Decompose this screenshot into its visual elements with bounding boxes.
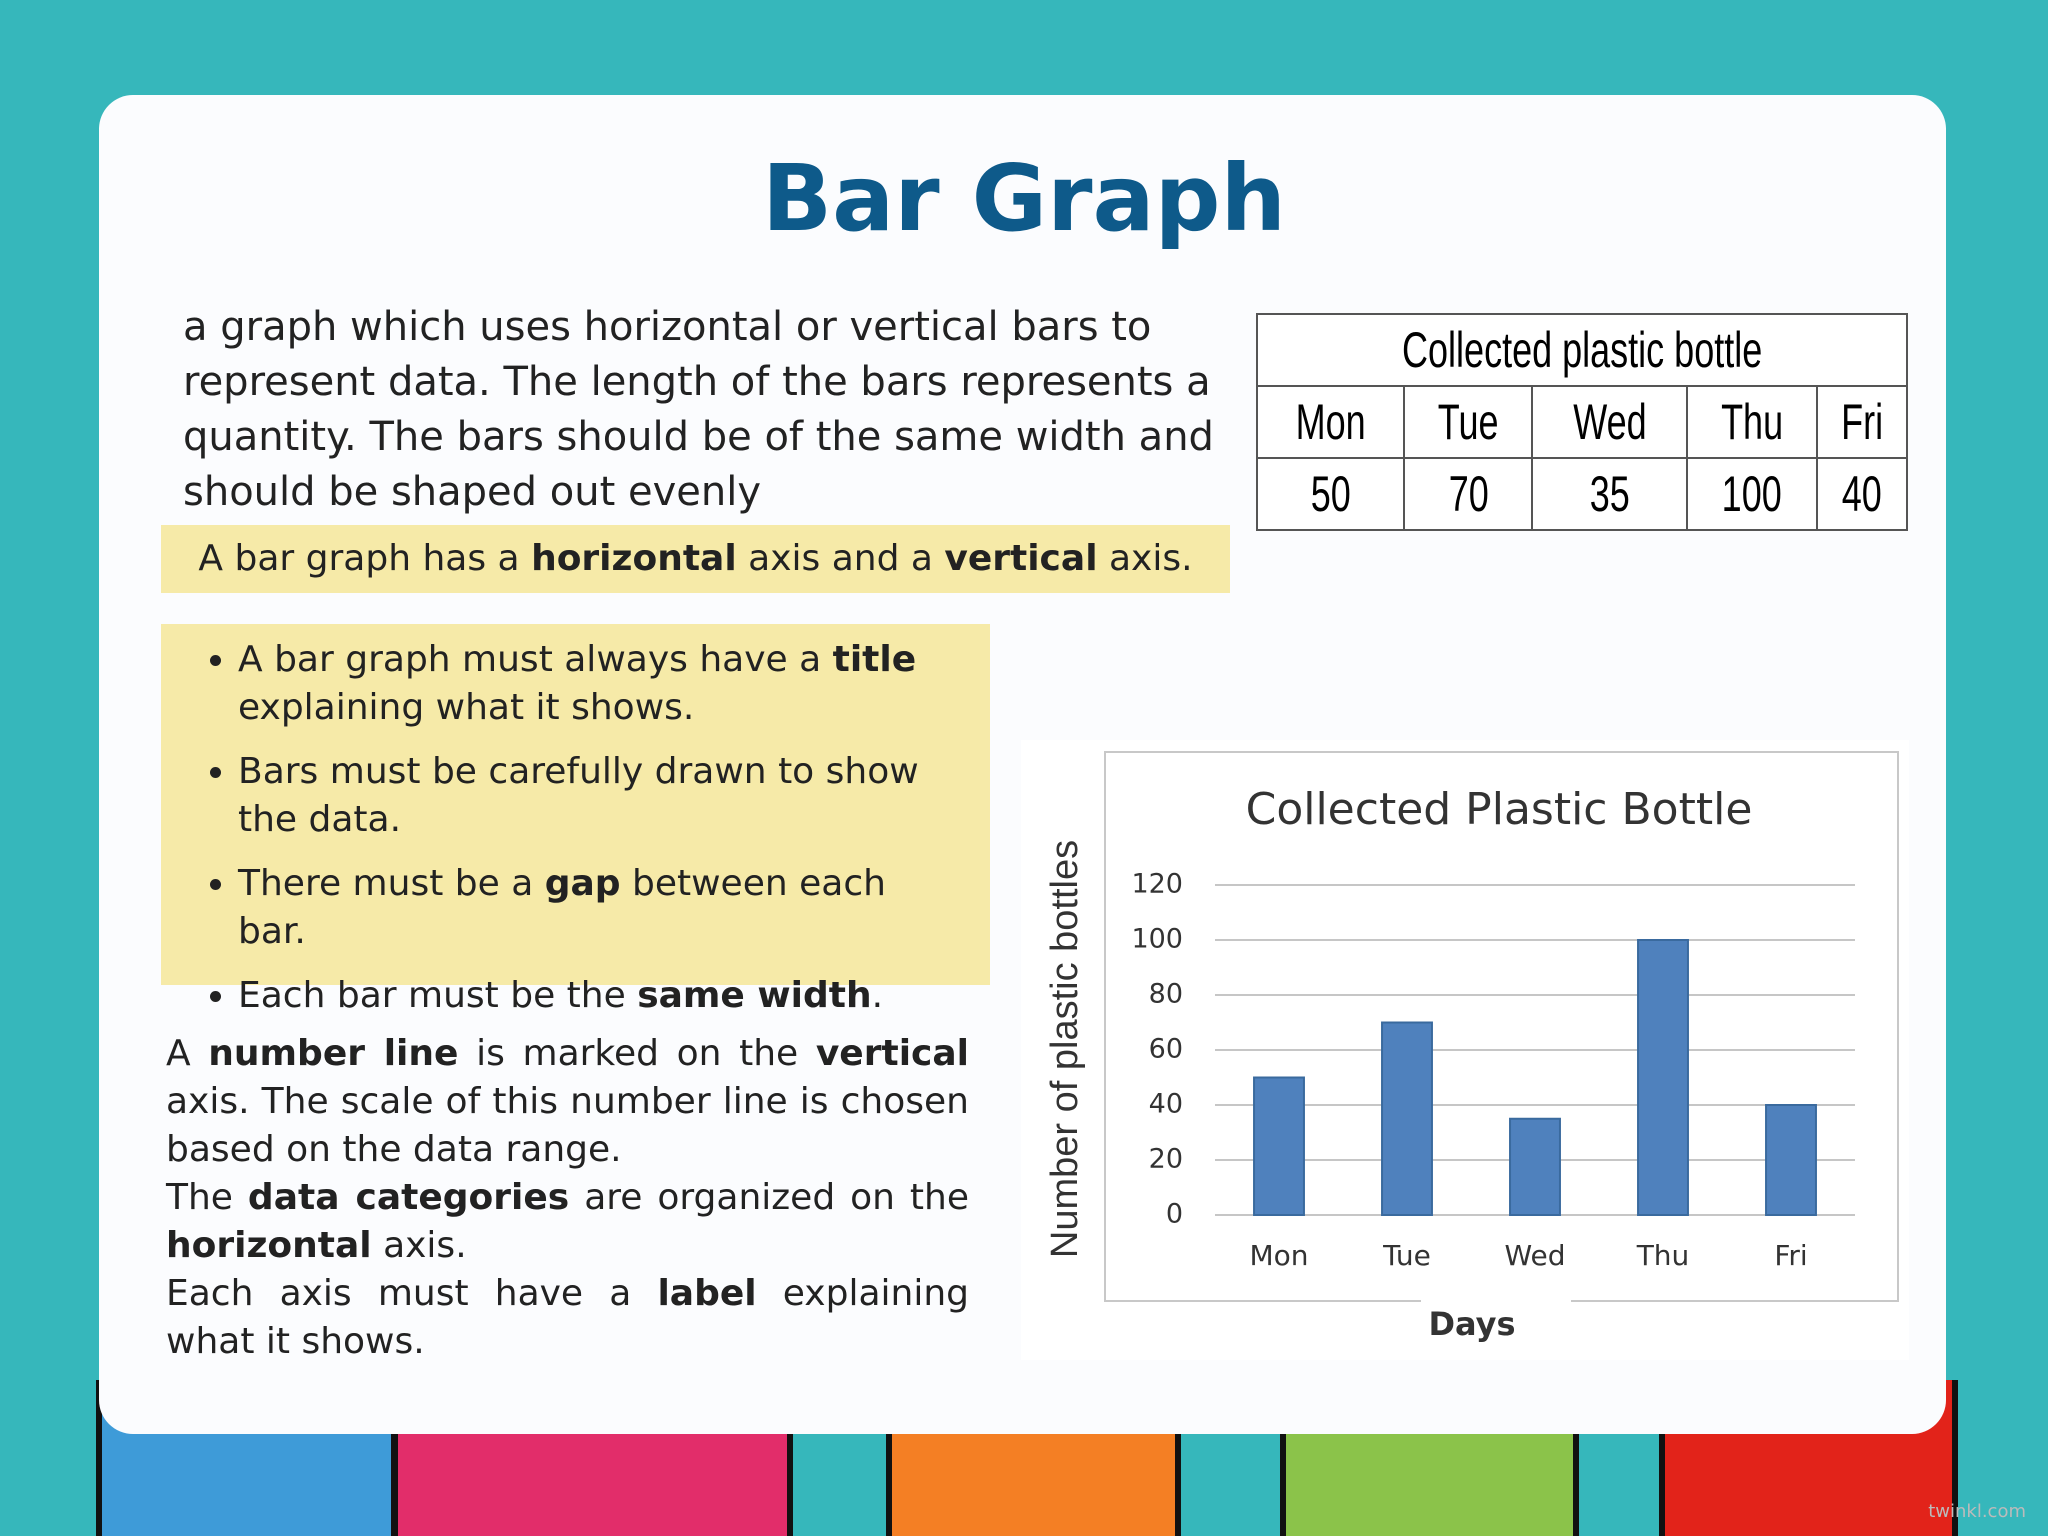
x-tick-label: Thu [1636,1239,1690,1272]
slide-title: Bar Graph [762,145,1286,252]
text-run: Bars must be carefully drawn to show the… [238,751,919,840]
y-tick-label: 100 [1131,924,1183,955]
text-run: Each axis must have a [166,1273,658,1314]
bullet-list: A bar graph must always have a title exp… [161,624,990,1016]
table-cell: Thu [1685,385,1819,459]
notes: A number line is marked on the vertical … [166,1030,969,1366]
text-run: are organized on the [569,1177,970,1218]
highlight-box: A bar graph has a horizontal axis and a … [161,525,1230,593]
table-cell: 35 [1531,457,1688,531]
bar [1381,1021,1433,1216]
table-cell: 100 [1685,457,1819,531]
table-header: Tue [1437,394,1499,450]
definition: a graph which uses horizontal or vertica… [183,304,1214,515]
table-cell: Wed [1531,385,1688,459]
x-axis-label: Days [1428,1305,1515,1343]
y-tick-label: 60 [1149,1034,1183,1065]
text-run: There must be a [238,863,545,904]
table-cell: 50 [1255,457,1406,531]
table-cell: Fri [1816,385,1908,459]
text-run: axis. The scale of this number line is c… [166,1081,969,1170]
text-run: The [166,1177,248,1218]
text-run: axis and a [736,538,945,579]
table-header: Thu [1720,394,1784,450]
bold-text: vertical [944,538,1098,579]
table-value: 50 [1310,466,1351,522]
table-cell: Mon [1255,385,1406,459]
bold-text: gap [544,863,621,904]
bold-text: vertical [815,1033,970,1074]
bullet-item: A bar graph must always have a title exp… [238,636,960,732]
bar [1253,1076,1305,1216]
table-header-row: Mon Tue Wed Thu Fri [1255,385,1908,459]
x-tick-label: Mon [1249,1239,1308,1272]
y-tick-label: 40 [1149,1089,1183,1120]
y-tick-label: 20 [1149,1144,1183,1175]
table-cell: 70 [1403,457,1534,531]
bar [1765,1104,1817,1216]
watermark: twinkl.com [1928,1501,2026,1522]
bold-text: horizontal [531,538,737,579]
bold-text: horizontal [166,1225,372,1266]
bold-text: title [832,639,917,680]
y-tick-label: 0 [1166,1199,1183,1230]
table-value: 40 [1842,466,1883,522]
chart: Collected Plastic Bottle Days Number of … [1044,751,1899,1343]
y-tick-label: 80 [1149,979,1183,1010]
x-tick-label: Wed [1504,1239,1565,1272]
bar [1509,1117,1561,1216]
table-value: 35 [1589,466,1630,522]
text-run: Each bar must be the [238,975,638,1016]
text-run: axis. [1097,538,1193,579]
table-header: Wed [1572,394,1647,450]
bold-text: number line [208,1033,459,1074]
text-run: A bar graph has a [198,538,532,579]
bar [1637,939,1689,1216]
table-header: Mon [1295,394,1366,450]
table-value: 100 [1721,466,1783,522]
chart-box: Collected Plastic Bottle Days Number of … [1021,740,1909,1360]
table-title-row: Collected plastic bottle [1256,313,1908,387]
x-tick-label: Tue [1382,1239,1431,1272]
note-paragraph: The data categories are organized on the… [166,1174,969,1270]
y-tick-label: 120 [1131,869,1183,900]
text-run: explaining what it shows. [166,1273,969,1362]
y-axis-label: Number of plastic bottles [1044,840,1086,1258]
x-tick-label: Fri [1774,1239,1807,1272]
bullet-item: There must be a gap between each bar. [238,860,960,956]
data-table: Collected plastic bottle Mon Tue Wed Thu Fri 5… [1255,313,1908,531]
table-value: 70 [1448,466,1489,522]
text-run: A [166,1033,209,1074]
text-run: A bar graph must always have a [238,639,833,680]
table-row: 50 70 35 100 40 [1255,457,1908,531]
bold-text: data categories [247,1177,570,1218]
text-run: is marked on the [458,1033,816,1074]
note-paragraph: A number line is marked on the vertical … [166,1030,969,1174]
bold-text: same width [637,975,872,1016]
table-cell: Tue [1403,385,1534,459]
table-cell: 40 [1816,457,1908,531]
chart-title: Collected Plastic Bottle [1246,784,1753,835]
text-run: between each bar. [238,863,886,952]
frame-gap [1421,1295,1571,1309]
bold-text: label [657,1273,757,1314]
table-title-cell: Collected plastic bottle [1256,313,1908,387]
text-run: . [871,975,884,1016]
bullet-item: Each bar must be the same width. [238,972,960,1020]
note-paragraph: Each axis must have a label explaining w… [166,1270,969,1366]
text-run: axis. [371,1225,467,1266]
table-header: Fri [1841,394,1884,450]
table-title: Collected plastic bottle [1401,322,1763,378]
bullet-item: Bars must be carefully drawn to show the… [238,748,960,844]
text-run: explaining what it shows. [238,687,695,728]
